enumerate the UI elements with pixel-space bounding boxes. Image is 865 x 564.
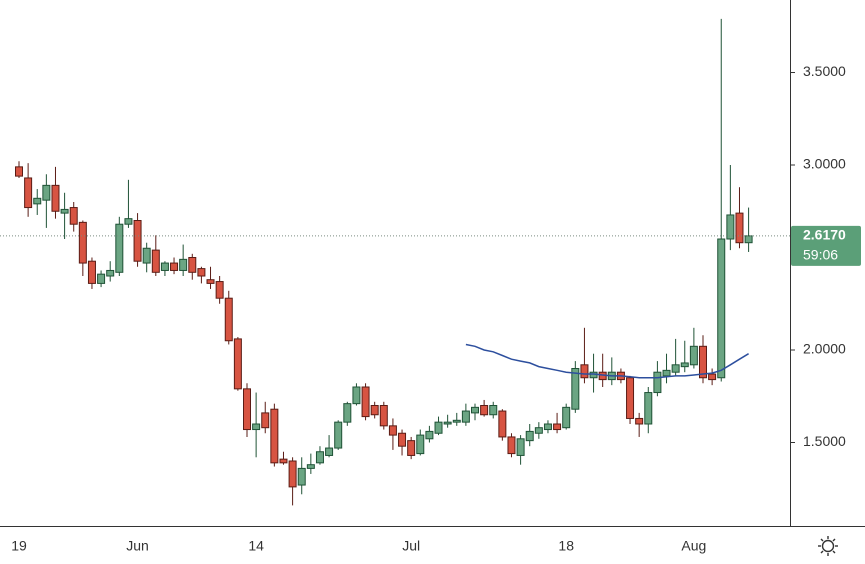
candle-body — [87, 260, 96, 284]
candle-body — [653, 371, 662, 394]
candle-body — [699, 345, 707, 379]
last-price-label: 2.6170 — [803, 227, 846, 243]
candle-body — [215, 281, 224, 299]
candle-body — [498, 410, 507, 438]
x-tick-label: Jun — [126, 538, 149, 554]
candle-body — [562, 406, 571, 429]
candle-body — [443, 421, 452, 425]
candle-body — [325, 447, 334, 456]
candle-body — [106, 269, 115, 277]
candle-body — [270, 408, 279, 464]
candle-body — [434, 421, 443, 434]
candle-body — [306, 464, 315, 469]
x-tick-label: Jul — [402, 538, 420, 554]
candle-body — [717, 238, 726, 379]
y-tick-label: 3.5000 — [803, 63, 846, 79]
candle-body — [471, 406, 479, 414]
candle-body — [24, 177, 33, 209]
candle-body — [635, 417, 644, 425]
candle-body — [188, 257, 197, 273]
candle-body — [735, 212, 744, 244]
candle-body — [626, 377, 635, 419]
candle-body — [543, 423, 552, 431]
candle-body — [224, 297, 233, 342]
candle-body — [416, 434, 425, 455]
moving-average-line — [465, 343, 749, 379]
candle-body — [370, 404, 379, 416]
x-tick-label: 19 — [11, 538, 27, 554]
candle-body — [671, 364, 680, 373]
candle-body — [425, 430, 434, 440]
candle-body — [151, 249, 160, 273]
candle-body — [516, 438, 525, 456]
y-tick-label: 2.0000 — [803, 341, 846, 357]
candle-body — [197, 268, 206, 277]
candle-body — [662, 369, 671, 377]
candle-body — [315, 451, 324, 464]
last-price-box — [791, 225, 861, 266]
candle-body — [233, 338, 242, 390]
candle-body — [124, 218, 133, 225]
candle-body — [379, 404, 388, 427]
candle-body — [352, 386, 361, 405]
candle-body — [726, 214, 735, 240]
candles — [15, 18, 753, 506]
candle-body — [142, 247, 151, 264]
candle-body — [288, 460, 297, 488]
candle-body — [97, 273, 106, 284]
candle-body — [461, 410, 470, 423]
candle-body — [644, 392, 653, 425]
x-tick-label: 18 — [558, 538, 574, 554]
candle-body — [361, 386, 370, 418]
candle-body — [571, 367, 580, 410]
candle-body — [525, 430, 534, 442]
candle-body — [33, 197, 42, 205]
candle-body — [489, 404, 498, 416]
candle-body — [279, 458, 288, 464]
candle-body — [206, 279, 215, 284]
settings-icon[interactable] — [818, 536, 838, 556]
x-tick-label: Aug — [681, 538, 706, 554]
candle-body — [261, 412, 270, 429]
candle-body — [78, 221, 87, 264]
candle-body — [553, 423, 562, 431]
candle-body — [680, 362, 689, 368]
candle-body — [51, 184, 60, 212]
y-tick-label: 3.0000 — [803, 156, 846, 172]
candle-body — [243, 388, 251, 431]
x-tick-label: 14 — [248, 538, 264, 554]
candle-body — [179, 258, 188, 271]
candle-body — [160, 262, 169, 271]
candle-body — [480, 404, 489, 416]
candle-body — [334, 421, 343, 449]
candle-body — [689, 345, 698, 366]
candle-body — [398, 432, 407, 447]
candle-body — [407, 440, 416, 456]
candle-body — [534, 427, 543, 434]
candle-body — [69, 207, 78, 225]
candle-body — [133, 220, 142, 262]
candle-body — [170, 262, 179, 271]
candle-body — [42, 184, 51, 201]
candle-body — [580, 364, 589, 379]
candle-body — [744, 235, 753, 244]
candle-body — [388, 425, 397, 436]
candle-body — [452, 419, 461, 423]
candle-body — [15, 166, 23, 177]
candle-body — [343, 403, 352, 423]
candle-body — [60, 208, 69, 214]
candle-body — [252, 423, 261, 431]
countdown-label: 59:06 — [803, 247, 838, 263]
candle-body — [297, 467, 306, 486]
candle-body — [507, 436, 516, 455]
candle-body — [708, 373, 717, 381]
candle-body — [115, 223, 124, 273]
y-tick-label: 1.5000 — [803, 433, 846, 449]
